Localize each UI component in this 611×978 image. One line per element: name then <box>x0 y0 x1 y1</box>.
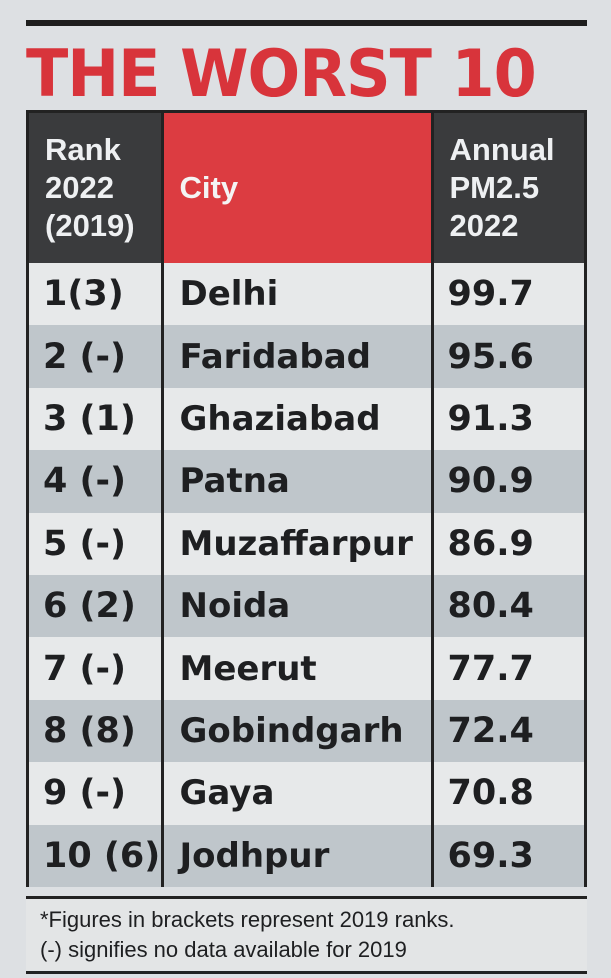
rank-cell: 1(3) <box>29 263 164 326</box>
table-row: 5 (-) Muzaffarpur 86.9 <box>29 512 584 575</box>
table-row: 6 (2) Noida 80.4 <box>29 574 584 638</box>
rank-cell: 10 (6) <box>29 824 164 887</box>
table-header-row: Rank 2022 (2019) City Annual PM2.5 2022 <box>29 113 584 263</box>
pm-value-cell: 69.3 <box>432 824 584 887</box>
pm-column-header: Annual PM2.5 2022 <box>432 113 584 263</box>
pm-value-cell: 77.7 <box>432 637 584 700</box>
table-row: 2 (-) Faridabad 95.6 <box>29 325 584 388</box>
city-cell: Faridabad <box>162 325 434 388</box>
table-row: 7 (-) Meerut 77.7 <box>29 637 584 700</box>
footnote-line-1: *Figures in brackets represent 2019 rank… <box>40 907 455 932</box>
table-row: 9 (-) Gaya 70.8 <box>29 762 584 825</box>
city-cell: Meerut <box>162 637 434 700</box>
pm-value-cell: 95.6 <box>432 325 584 388</box>
table-row: 3 (1) Ghaziabad 91.3 <box>29 387 584 451</box>
footnote-line-2: (-) signifies no data available for 2019 <box>40 937 407 962</box>
rank-cell: 6 (2) <box>29 574 164 638</box>
city-cell: Ghaziabad <box>162 387 434 451</box>
pm-value-cell: 99.7 <box>432 263 584 326</box>
city-cell: Patna <box>162 450 434 513</box>
rank-column-header: Rank 2022 (2019) <box>29 113 164 263</box>
pm-value-cell: 80.4 <box>432 574 584 638</box>
city-cell: Delhi <box>162 263 434 326</box>
rank-cell: 9 (-) <box>29 762 164 825</box>
table-row: 1(3) Delhi 99.7 <box>29 263 584 326</box>
pm-value-cell: 86.9 <box>432 512 584 575</box>
rank-cell: 8 (8) <box>29 699 164 763</box>
ranking-table-wrapper: Rank 2022 (2019) City Annual PM2.5 2022 … <box>26 110 587 887</box>
headline: THE WORST 10 <box>26 35 537 112</box>
table-row: 10 (6) Jodhpur 69.3 <box>29 824 584 887</box>
ranking-table: Rank 2022 (2019) City Annual PM2.5 2022 … <box>29 113 584 887</box>
rank-cell: 5 (-) <box>29 512 164 575</box>
pm-value-cell: 70.8 <box>432 762 584 825</box>
rank-cell: 2 (-) <box>29 325 164 388</box>
pm-value-cell: 91.3 <box>432 387 584 451</box>
rank-cell: 3 (1) <box>29 387 164 451</box>
top-rule <box>26 20 587 26</box>
footnote: *Figures in brackets represent 2019 rank… <box>26 896 587 974</box>
rank-cell: 4 (-) <box>29 450 164 513</box>
city-cell: Muzaffarpur <box>162 512 434 575</box>
table-row: 8 (8) Gobindgarh 72.4 <box>29 699 584 763</box>
pm-value-cell: 72.4 <box>432 699 584 763</box>
city-cell: Gaya <box>162 762 434 825</box>
table-body: 1(3) Delhi 99.7 2 (-) Faridabad 95.6 3 (1) Ghaz… <box>29 263 584 887</box>
city-cell: Jodhpur <box>162 824 434 887</box>
city-cell: Gobindgarh <box>162 699 434 763</box>
table-row: 4 (-) Patna 90.9 <box>29 450 584 513</box>
city-cell: Noida <box>162 574 434 638</box>
rank-cell: 7 (-) <box>29 637 164 700</box>
city-column-header: City <box>162 113 434 263</box>
pm-value-cell: 90.9 <box>432 450 584 513</box>
